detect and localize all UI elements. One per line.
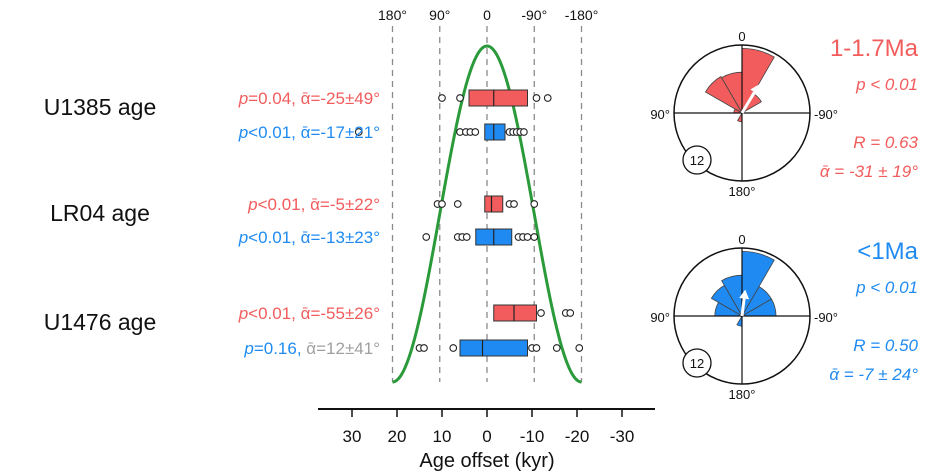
rose-label-top: 0 [738,29,745,44]
rose-mean-arrow-shaft [740,91,756,114]
stat-p: p [247,195,257,214]
rose-label-bottom: 180° [729,387,756,402]
row-labels: U1385 age LR04 age U1476 age [44,94,157,335]
rose-panel-title: 1-1.7Ma [830,35,919,62]
row-stat: p<0.01, ᾱ=-5±22° [247,195,380,214]
rose-label-bottom: 180° [729,184,756,199]
x-tick-label: -20 [565,427,590,446]
rose-panel-title: <1Ma [857,238,918,265]
rose-count-badge [682,348,712,378]
phase-tick-label: 180° [378,7,407,23]
rose-diagram: 12 0 90° -90° 180° 1-1.7Ma p < 0.01 R = 0.63 ᾱ =… [650,29,918,199]
rose-count-label: 12 [690,153,704,168]
phase-tick-label: 90° [429,7,450,23]
rose-mean-arrow-shaft [740,298,746,317]
stat-rest: <0.01, ᾱ=-5±22° [258,195,380,214]
box-iqr [484,195,504,213]
phase-tick-label: -180° [565,7,599,23]
stat-rest: =0.04, ᾱ=-25±49° [248,89,380,108]
rose-diagram: 12 0 90° -90° 180° <1Ma p < 0.01 R = 0.50 ᾱ = -7… [650,232,918,402]
rose-panel-stat: R = 0.50 [853,336,918,355]
box-outlier [456,94,464,102]
row-stat: p=0.16, ᾱ=12±41° [243,339,380,358]
rose-count-badge [682,145,712,175]
x-tick-label: 0 [482,427,491,446]
phase-gridlines: 180° 90° 0 -90° -180° [378,7,598,382]
box-outlier [523,233,532,241]
x-tick-label: 20 [388,427,407,446]
stat-rest: =0.16, [254,339,306,358]
box-outlier [530,233,539,241]
rose-panel-stat: ᾱ = -7 ± 24° [829,365,918,384]
box-iqr [468,89,528,107]
stat-alpha: ᾱ=12±41° [306,339,380,358]
row-stats: p=0.04, ᾱ=-25±49°p<0.01, ᾱ=-17±21°p<0.01… [238,89,380,358]
box-iqr [484,123,506,141]
box-outlier [422,233,431,241]
stat-p: p [238,123,248,142]
stat-p: p [238,89,248,108]
box-outlier [530,200,539,208]
box-outlier [552,344,561,352]
phase-tick-label: -90° [521,7,547,23]
rose-label-left: 90° [650,310,670,325]
box-outlier [520,128,528,136]
box-outlier [420,344,428,352]
row-stat: p<0.01, ᾱ=-13±23° [238,228,380,247]
box-outlier [532,344,541,352]
stat-p: p [238,228,248,247]
box-outlier [453,200,462,208]
box-outlier [510,200,518,208]
box-outlier [532,94,541,102]
row-stat: p<0.01, ᾱ=-17±21° [238,123,380,142]
row-label: U1476 age [44,309,157,335]
stat-p: p [243,339,253,358]
row-label: U1385 age [44,94,157,120]
box-iqr [493,304,537,322]
x-tick-label: -10 [520,427,545,446]
rose-label-left: 90° [650,107,670,122]
row-label: LR04 age [50,200,150,226]
rose-panel-stat: p < 0.01 [855,75,918,94]
box-outlier [537,309,545,317]
x-axis: 30 20 10 0 -10 -20 -30 Age offset (kyr) [318,408,655,472]
x-tick-label: -30 [610,427,635,446]
box-outlier [449,344,458,352]
cosine-curve-layer [392,44,582,384]
stat-rest: <0.01, ᾱ=-17±21° [248,123,380,142]
box-outlier [438,94,446,102]
box-iqr [459,339,528,357]
rose-label-right: -90° [814,107,838,122]
phase-tick-label: 0 [483,7,491,23]
x-tick-label: 10 [433,427,452,446]
box-outlier [543,94,552,102]
rose-label-right: -90° [814,310,838,325]
box-outlier [438,200,446,208]
rose-diagrams: 12 0 90° -90° 180° 1-1.7Ma p < 0.01 R = 0.63 ᾱ =… [650,29,918,402]
rose-count-label: 12 [690,356,704,371]
rose-mean-arrow-head [739,289,750,300]
box-outlier [471,128,480,136]
stat-rest: <0.01, ᾱ=-13±23° [248,228,380,247]
row-stat: p=0.04, ᾱ=-25±49° [238,89,380,108]
rose-panel-stat: ᾱ = -31 ± 19° [820,162,918,181]
rose-label-top: 0 [738,232,745,247]
box-outlier [462,233,471,241]
x-tick-label: 30 [343,427,362,446]
rose-panel-stat: R = 0.63 [853,133,918,152]
x-axis-title: Age offset (kyr) [419,450,554,472]
cosine-curve [392,44,582,384]
row-stat: p<0.01, ᾱ=-55±26° [238,304,380,323]
stat-rest: <0.01, ᾱ=-55±26° [248,304,380,323]
rose-mean-arrow-head [750,84,760,95]
rose-petal [704,75,744,115]
box-outlier [566,309,575,317]
boxplot-layer [354,89,584,357]
stat-p: p [238,304,248,323]
rose-petal [710,284,744,318]
box-outlier [354,128,363,136]
box-outlier [575,344,584,352]
rose-panel-stat: p < 0.01 [855,278,918,297]
